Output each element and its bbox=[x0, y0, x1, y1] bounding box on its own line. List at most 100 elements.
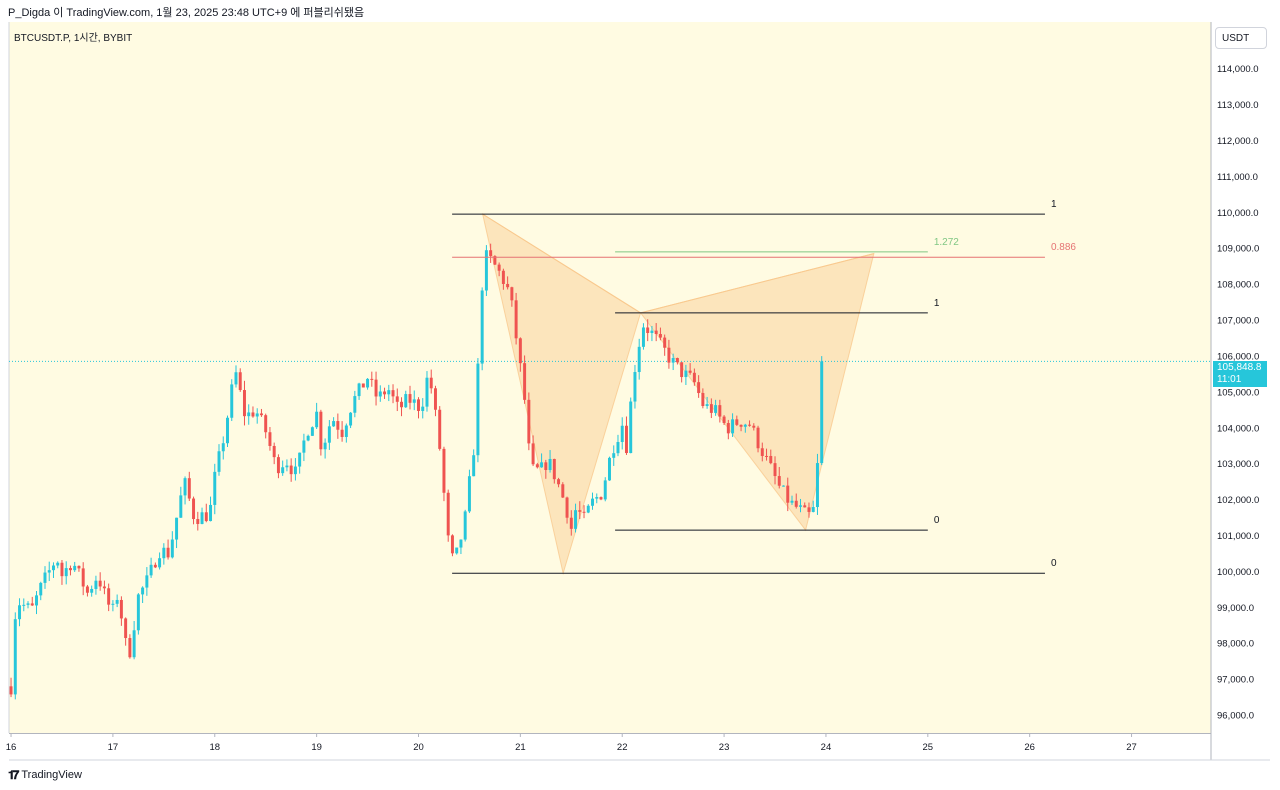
candle bbox=[264, 413, 268, 439]
candle bbox=[535, 462, 539, 469]
candle-body bbox=[446, 492, 450, 536]
candle bbox=[281, 460, 285, 476]
candle bbox=[552, 458, 556, 484]
candle-body bbox=[344, 425, 348, 437]
x-tick-label: 20 bbox=[413, 742, 424, 753]
candle bbox=[302, 433, 306, 462]
candle-body bbox=[247, 412, 251, 417]
candle-body bbox=[442, 448, 446, 493]
y-tick-label: 105,000.0 bbox=[1217, 387, 1259, 398]
candle bbox=[289, 458, 293, 482]
candle-body bbox=[807, 507, 811, 512]
candle-body bbox=[709, 404, 713, 413]
candle bbox=[412, 390, 416, 411]
candle bbox=[242, 380, 246, 426]
candle-body bbox=[238, 372, 242, 391]
candle-body bbox=[616, 442, 620, 454]
candle-body bbox=[141, 587, 145, 595]
candle bbox=[811, 500, 815, 513]
candle bbox=[765, 448, 769, 461]
candle-body bbox=[544, 462, 548, 471]
x-tick-label: 25 bbox=[923, 742, 934, 753]
candle bbox=[438, 406, 442, 451]
candle bbox=[484, 245, 488, 296]
candle-body bbox=[327, 426, 331, 443]
candle-body bbox=[782, 485, 785, 487]
candle-body bbox=[353, 396, 357, 413]
candle-body bbox=[489, 250, 493, 257]
candle bbox=[247, 404, 251, 425]
candle-body bbox=[13, 619, 17, 695]
plot-background bbox=[9, 22, 1211, 733]
candle-body bbox=[281, 467, 285, 474]
candle-body bbox=[493, 256, 497, 265]
candle bbox=[276, 454, 280, 479]
candle-body bbox=[30, 603, 34, 606]
candle-body bbox=[370, 378, 374, 380]
candle bbox=[18, 598, 22, 627]
candle bbox=[81, 562, 85, 596]
fib-level-label: 1.272 bbox=[934, 237, 959, 248]
candle-body bbox=[595, 497, 599, 499]
currency-selector[interactable]: USDT bbox=[1215, 27, 1267, 49]
candle-body bbox=[26, 603, 30, 605]
candle-body bbox=[786, 485, 790, 503]
candle bbox=[446, 489, 450, 542]
candle-body bbox=[472, 455, 476, 477]
bar-countdown: 11:01 bbox=[1217, 374, 1242, 385]
candle-body bbox=[769, 455, 773, 464]
candle bbox=[463, 509, 467, 542]
candle-body bbox=[561, 484, 565, 498]
y-tick-label: 110,000.0 bbox=[1217, 208, 1259, 219]
x-tick-label: 17 bbox=[108, 742, 119, 753]
candle bbox=[697, 375, 701, 398]
symbol-label: BTCUSDT.P, 1시간, BYBIT bbox=[14, 33, 133, 44]
candle bbox=[476, 358, 480, 463]
candle bbox=[272, 442, 276, 465]
candle-body bbox=[9, 686, 13, 695]
candle bbox=[94, 575, 98, 595]
candle bbox=[624, 416, 628, 455]
candle bbox=[90, 585, 94, 597]
level-label: 1 bbox=[1051, 199, 1057, 210]
candle-body bbox=[815, 463, 819, 508]
candle bbox=[30, 596, 34, 606]
candle bbox=[582, 505, 586, 519]
x-tick-label: 23 bbox=[719, 742, 730, 753]
candle bbox=[709, 398, 713, 419]
candle bbox=[259, 408, 263, 417]
candle-body bbox=[765, 455, 769, 457]
candle bbox=[658, 327, 662, 341]
candle bbox=[60, 559, 64, 585]
y-tick-label: 111,000.0 bbox=[1217, 172, 1258, 183]
candle-body bbox=[760, 448, 764, 456]
candle bbox=[641, 323, 645, 350]
candle-body bbox=[302, 440, 306, 453]
y-tick-label: 103,000.0 bbox=[1217, 459, 1259, 470]
candle bbox=[238, 368, 242, 392]
candle-body bbox=[115, 599, 119, 604]
candle-body bbox=[777, 476, 781, 486]
candle bbox=[175, 517, 179, 549]
candle-body bbox=[743, 424, 747, 427]
candle bbox=[85, 584, 89, 597]
candle-body bbox=[230, 384, 234, 418]
x-tick-label: 16 bbox=[6, 742, 17, 753]
candle bbox=[777, 467, 781, 489]
candle-body bbox=[204, 512, 208, 522]
candle-body bbox=[726, 423, 730, 434]
candle-body bbox=[213, 471, 217, 505]
candle-body bbox=[425, 377, 429, 407]
candle bbox=[743, 423, 747, 433]
candle-body bbox=[124, 618, 128, 639]
candle bbox=[251, 406, 255, 418]
candle bbox=[794, 493, 798, 509]
candle bbox=[501, 268, 505, 290]
candle bbox=[680, 362, 684, 383]
candle bbox=[633, 364, 637, 409]
candle-body bbox=[60, 562, 64, 577]
candle bbox=[13, 612, 17, 700]
candle-body bbox=[255, 413, 259, 417]
y-tick-label: 101,000.0 bbox=[1217, 531, 1259, 542]
